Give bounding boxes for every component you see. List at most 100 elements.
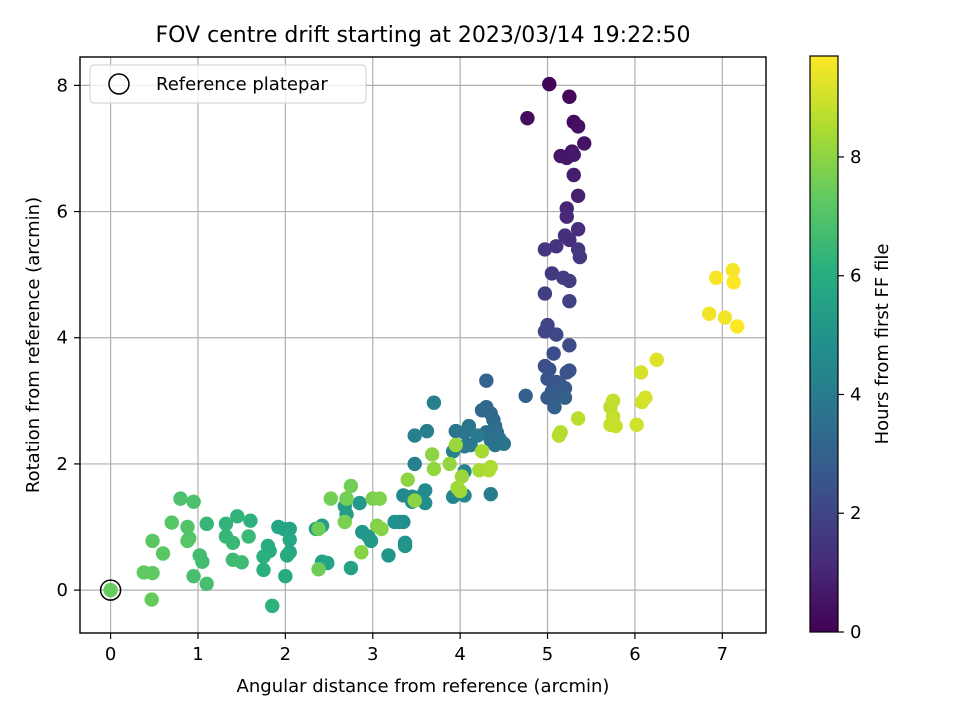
scatter-point <box>278 569 293 584</box>
scatter-point <box>271 519 286 535</box>
scatter-point <box>450 480 465 496</box>
y-tick-label: 4 <box>57 328 68 349</box>
colorbar-ticks: 0 2 4 6 8 <box>838 147 861 643</box>
scatter-point <box>577 136 592 151</box>
scatter-point <box>537 242 553 257</box>
scatter-point <box>323 491 339 506</box>
scatter-point <box>343 478 359 494</box>
scatter-point <box>407 456 422 472</box>
scatter-point <box>570 411 586 426</box>
scatter-point <box>557 390 573 405</box>
colorbar-tick-label: 4 <box>850 384 861 405</box>
scatter-point <box>562 273 577 289</box>
plot-frame <box>79 56 767 634</box>
scatter-point <box>442 456 457 472</box>
scatter-point <box>180 519 195 535</box>
scatter-point <box>311 521 326 537</box>
scatter-point <box>570 119 586 134</box>
scatter-point <box>729 319 745 334</box>
scatter-point <box>559 209 574 224</box>
scatter-point <box>144 592 159 607</box>
y-tick-label: 0 <box>57 580 68 601</box>
y-tick-label: 8 <box>57 75 68 96</box>
scatter-point <box>483 487 498 502</box>
scatter-point <box>479 373 494 388</box>
scatter-point <box>374 521 389 537</box>
scatter-point <box>424 447 440 462</box>
reference-point-fill <box>103 582 118 598</box>
colorbar <box>809 55 839 633</box>
scatter-point <box>549 327 564 342</box>
scatter-point <box>638 390 653 405</box>
colorbar-tick-label: 8 <box>850 147 861 168</box>
colorbar-label: Hours from first FF file <box>872 244 893 445</box>
scatter-point <box>562 89 577 104</box>
scatter-point <box>570 188 586 203</box>
scatter-point <box>225 535 241 550</box>
scatter-point <box>186 569 201 584</box>
scatter-points <box>136 76 745 614</box>
scatter-point <box>474 444 490 459</box>
scatter-point <box>363 533 379 549</box>
scatter-point <box>562 293 577 309</box>
scatter-point <box>562 363 577 378</box>
colorbar-tick-label: 0 <box>850 622 861 643</box>
scatter-point <box>256 562 271 578</box>
scatter-point <box>354 545 369 560</box>
x-tick-label: 1 <box>192 644 203 665</box>
scatter-point <box>551 428 567 443</box>
x-tick-label: 3 <box>367 644 378 665</box>
scatter-point <box>419 423 435 439</box>
scatter-point <box>725 263 740 278</box>
scatter-point <box>339 491 354 506</box>
scatter-point <box>448 423 463 439</box>
scatter-point <box>701 306 717 321</box>
scatter-point <box>566 147 581 162</box>
scatter-point <box>180 533 195 549</box>
legend: Reference platepar <box>89 64 367 104</box>
scatter-point <box>400 472 415 487</box>
scatter-point <box>381 548 396 563</box>
scatter-point <box>549 239 564 254</box>
scatter-point <box>537 324 553 339</box>
scatter-point <box>562 338 577 353</box>
scatter-point <box>164 515 179 530</box>
scatter-point <box>470 428 485 443</box>
scatter-point <box>537 286 553 301</box>
x-axis-label: Angular distance from reference (arcmin) <box>237 676 610 697</box>
x-tick-label: 4 <box>454 644 465 665</box>
scatter-point <box>352 495 367 511</box>
scatter-point <box>145 533 160 549</box>
scatter-point <box>546 346 561 361</box>
scatter-point <box>372 491 387 506</box>
scatter-point <box>173 491 188 506</box>
scatter-point <box>566 167 581 183</box>
legend-label: Reference platepar <box>156 74 328 95</box>
x-tick-label: 0 <box>105 644 116 665</box>
scatter-point <box>542 76 557 92</box>
scatter-point <box>387 514 402 530</box>
scatter-point <box>234 555 249 570</box>
scatter-point <box>256 549 271 564</box>
scatter-point <box>629 417 644 433</box>
scatter-point <box>454 469 470 484</box>
colorbar-tick-label: 6 <box>850 266 861 287</box>
scatter-point <box>282 532 297 547</box>
scatter-point <box>544 266 560 281</box>
y-tick-label: 6 <box>57 202 68 223</box>
x-tick-label: 5 <box>542 644 553 665</box>
scatter-point <box>355 524 370 540</box>
x-tick-label: 7 <box>717 644 728 665</box>
scatter-point <box>605 393 621 409</box>
scatter-point <box>572 249 588 265</box>
scatter-point <box>483 459 498 475</box>
colorbar-tick-label: 2 <box>850 503 861 524</box>
reference-point-ring <box>99 579 122 601</box>
scatter-point <box>570 222 586 237</box>
scatter-point <box>265 598 280 614</box>
scatter-point <box>633 365 649 380</box>
scatter-point <box>448 437 463 453</box>
scatter-point <box>518 388 533 403</box>
scatter-point <box>520 110 535 126</box>
scatter-point <box>397 538 413 554</box>
